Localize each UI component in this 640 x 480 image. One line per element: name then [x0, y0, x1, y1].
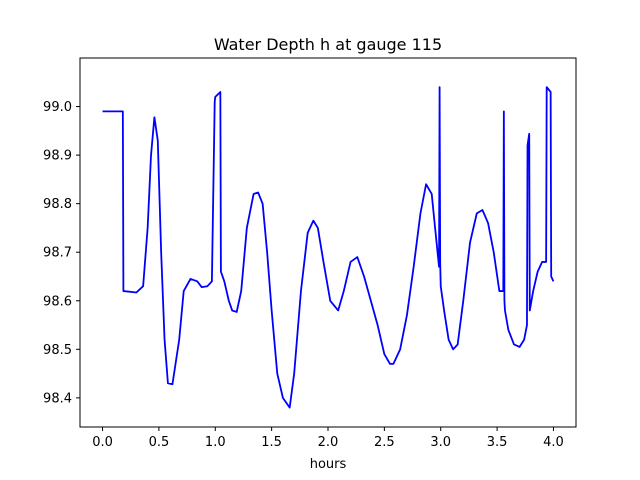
x-tick-label: 1.5 — [261, 435, 282, 450]
y-tick-label: 98.9 — [43, 149, 72, 164]
y-tick-label: 99.0 — [43, 100, 72, 115]
x-tick-label: 2.5 — [374, 435, 395, 450]
plot-area-frame — [79, 57, 577, 428]
x-tick-label: 3.0 — [430, 435, 451, 450]
y-tick-label: 98.8 — [43, 197, 72, 212]
x-tick-label: 2.0 — [318, 435, 339, 450]
y-axis-ticks: 98.4 98.5 98.6 98.7 98.8 98.9 99.0 — [43, 100, 80, 406]
x-axis-label: hours — [310, 457, 347, 472]
y-tick-label: 98.4 — [43, 391, 72, 406]
x-tick-label: 3.5 — [487, 435, 508, 450]
y-tick-label: 98.7 — [43, 246, 72, 261]
y-tick-label: 98.5 — [43, 343, 72, 358]
y-tick-label: 98.6 — [43, 294, 72, 309]
plot-line-layer — [102, 86, 555, 409]
x-tick-label: 1.0 — [205, 435, 226, 450]
x-axis-ticks: 0.0 0.5 1.0 1.5 2.0 2.5 3.0 3.5 4.0 — [92, 427, 564, 450]
x-tick-label: 0.5 — [149, 435, 170, 450]
x-tick-label: 4.0 — [543, 435, 564, 450]
series-line-0 — [102, 86, 555, 409]
chart-title: Water Depth h at gauge 115 — [214, 35, 442, 54]
x-tick-label: 0.0 — [92, 435, 113, 450]
